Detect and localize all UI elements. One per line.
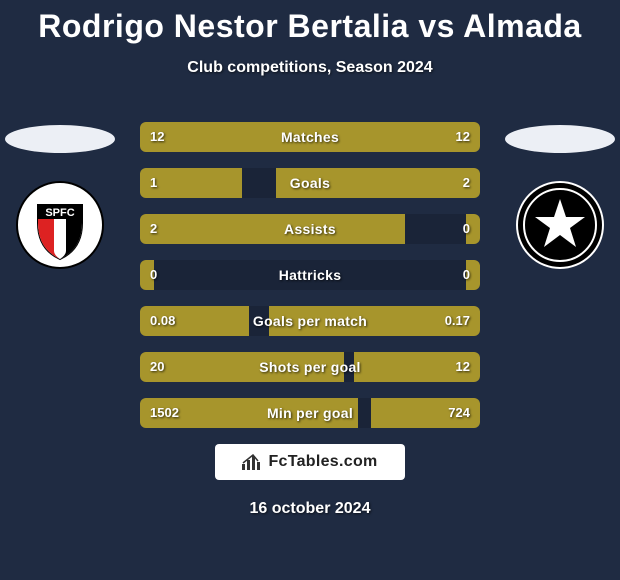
stat-label: Matches: [140, 122, 480, 152]
stat-row: 20Assists: [140, 214, 480, 244]
stat-row: 0.080.17Goals per match: [140, 306, 480, 336]
player-photo-placeholder-right: [505, 125, 615, 153]
stat-row: 12Goals: [140, 168, 480, 198]
player-photo-placeholder-left: [5, 125, 115, 153]
brand-badge: FcTables.com: [215, 444, 405, 480]
club-badge-right: [516, 181, 604, 269]
stat-row: 00Hattricks: [140, 260, 480, 290]
brand-text: FcTables.com: [268, 453, 377, 471]
comparison-chart: 1212Matches 12Goals 20Assists 00Hattricks 0.…: [140, 122, 480, 444]
svg-text:SPFC: SPFC: [45, 207, 74, 219]
chart-icon: [242, 454, 262, 470]
shield-icon: SPFC: [16, 181, 104, 269]
player-right-column: [500, 125, 620, 269]
stat-label: Shots per goal: [140, 352, 480, 382]
stat-label: Goals per match: [140, 306, 480, 336]
stat-row: 1502724Min per goal: [140, 398, 480, 428]
club-badge-left: SPFC: [16, 181, 104, 269]
player-left-column: SPFC: [0, 125, 120, 269]
stat-row: 1212Matches: [140, 122, 480, 152]
star-badge-icon: [516, 181, 604, 269]
stat-row: 2012Shots per goal: [140, 352, 480, 382]
stat-label: Hattricks: [140, 260, 480, 290]
stat-label: Goals: [140, 168, 480, 198]
subtitle: Club competitions, Season 2024: [0, 59, 620, 77]
page-title: Rodrigo Nestor Bertalia vs Almada: [0, 0, 620, 45]
stat-label: Min per goal: [140, 398, 480, 428]
page-date: 16 october 2024: [0, 500, 620, 518]
stat-label: Assists: [140, 214, 480, 244]
